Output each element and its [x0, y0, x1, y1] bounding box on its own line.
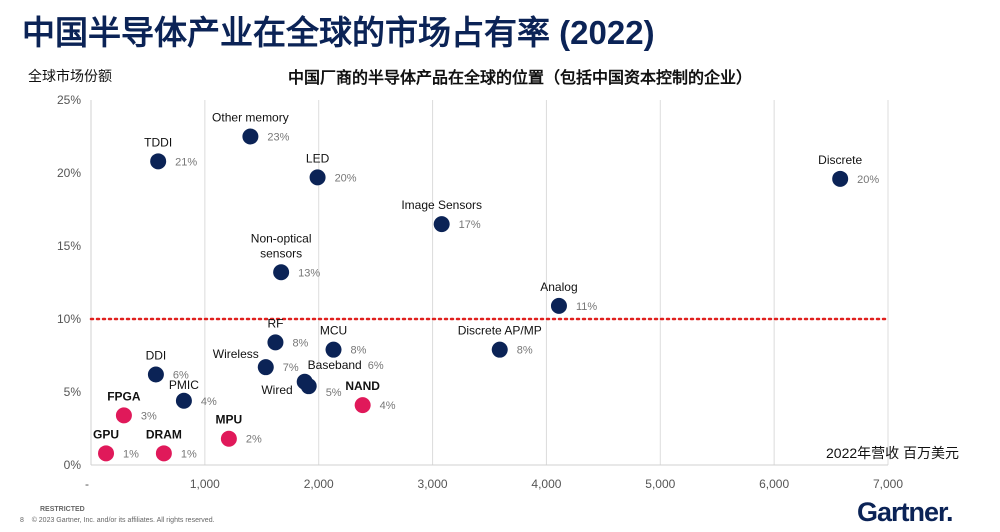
point-share-label: 21%	[175, 156, 197, 168]
data-point	[155, 445, 172, 462]
point-name-label: Wireless	[213, 347, 259, 361]
data-point	[98, 445, 115, 462]
x-tick-label: 6,000	[759, 477, 789, 491]
y-tick-label: 5%	[64, 385, 82, 399]
point-share-label: 23%	[267, 132, 289, 144]
data-point	[267, 334, 284, 351]
point-name-label: MCU	[320, 324, 347, 338]
point-share-label: 20%	[857, 174, 879, 186]
data-point	[354, 397, 371, 414]
point-share-label: 11%	[576, 301, 597, 313]
point-name-label: Discrete AP/MP	[458, 324, 542, 338]
point-share-label: 13%	[298, 267, 320, 279]
point-name-label: Non-optical	[251, 231, 312, 245]
point-share-label: 6%	[173, 369, 189, 381]
point-name-label: PMIC	[169, 378, 199, 392]
point-name-label: MPU	[216, 413, 243, 427]
y-tick-label: 10%	[57, 312, 81, 326]
point-name-label: Other memory	[212, 111, 289, 125]
point-name-label: DRAM	[146, 427, 182, 441]
point-share-label: 7%	[283, 362, 299, 374]
point-share-label: 20%	[335, 172, 357, 184]
page-number: 8	[20, 517, 24, 524]
point-share-label: 3%	[141, 410, 157, 422]
x-tick-label: 2,000	[304, 477, 334, 491]
restricted-label: RESTRICTED	[40, 506, 85, 513]
point-share-label: 8%	[351, 345, 367, 357]
data-point	[433, 216, 450, 233]
x-axis-label: 2022年营收 百万美元	[826, 445, 960, 461]
data-point	[175, 392, 192, 409]
point-name-label: NAND	[345, 379, 380, 393]
data-point	[550, 297, 567, 314]
point-name-label: Baseband	[308, 358, 362, 372]
x-tick-label: 7,000	[873, 477, 903, 491]
point-name-label: GPU	[93, 427, 119, 441]
x-tick-label: -	[85, 477, 89, 491]
point-name-label: FPGA	[107, 389, 141, 403]
point-share-label: 17%	[459, 219, 481, 231]
data-point	[147, 366, 164, 383]
data-point	[150, 153, 167, 170]
y-tick-label: 0%	[64, 458, 82, 472]
point-share-label: 4%	[380, 400, 396, 412]
gartner-logo: Gartner.	[857, 497, 954, 527]
data-point	[309, 169, 326, 186]
data-point	[832, 170, 849, 187]
data-point	[300, 378, 317, 395]
point-name-label: LED	[306, 151, 330, 165]
y-tick-label: 15%	[57, 239, 81, 253]
data-point	[242, 128, 259, 145]
point-share-label: 1%	[123, 448, 139, 460]
data-point	[220, 430, 237, 447]
y-axis-label: 全球市场份额	[28, 68, 112, 84]
copyright: © 2023 Gartner, Inc. and/or its affiliat…	[31, 517, 215, 524]
point-name-label: sensors	[260, 246, 302, 260]
data-point	[491, 341, 508, 358]
point-share-label: 5%	[326, 387, 342, 399]
point-name-label: TDDI	[144, 135, 172, 149]
point-share-label: 8%	[292, 337, 308, 349]
point-share-label: 8%	[517, 345, 533, 357]
data-point	[115, 407, 132, 424]
point-name-label: Discrete	[818, 153, 862, 167]
point-name-label: RF	[267, 316, 283, 330]
y-tick-label: 20%	[57, 166, 81, 180]
data-point	[257, 359, 274, 376]
footer: 8 © 2023 Gartner, Inc. and/or its affili…	[20, 517, 215, 524]
x-tick-label: 5,000	[645, 477, 675, 491]
data-point	[273, 264, 290, 281]
x-tick-label: 1,000	[190, 477, 220, 491]
point-name-label: Wired	[261, 383, 292, 397]
x-tick-label: 3,000	[418, 477, 448, 491]
point-name-label: Analog	[540, 280, 577, 294]
point-share-label: 2%	[246, 434, 262, 446]
y-tick-label: 25%	[57, 93, 81, 107]
point-share-label: 6%	[368, 360, 384, 372]
point-share-label: 4%	[201, 396, 217, 408]
x-tick-label: 4,000	[531, 477, 561, 491]
data-point	[325, 341, 342, 358]
point-share-label: 1%	[181, 448, 197, 460]
point-name-label: DDI	[146, 348, 167, 362]
chart-title: 中国厂商的半导体产品在全球的位置（包括中国资本控制的企业）	[287, 70, 752, 87]
slide-title: 中国半导体产业在全球的市场占有率 (2022)	[22, 14, 655, 51]
point-name-label: Image Sensors	[401, 198, 482, 212]
